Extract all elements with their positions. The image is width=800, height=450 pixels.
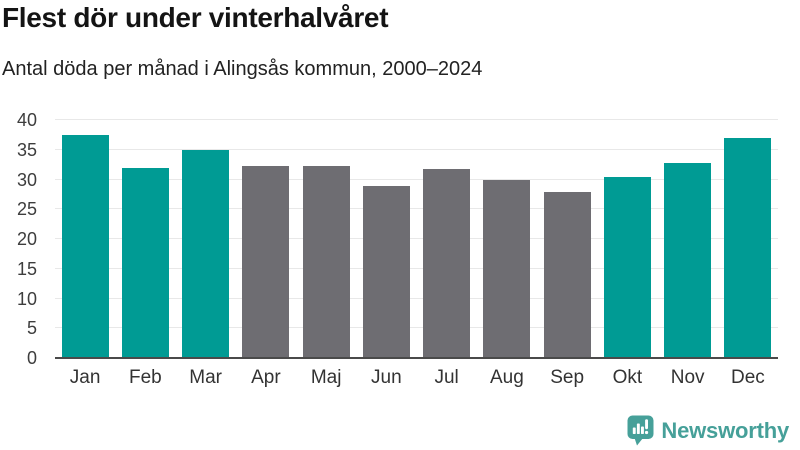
y-tick-label-30: 30 (16, 169, 37, 190)
gridline-40 (55, 119, 778, 120)
bar-slot-mar (176, 120, 236, 358)
y-tick-label-40: 40 (16, 110, 37, 130)
bar-slot-jul (417, 120, 477, 358)
bar-jul (423, 168, 471, 358)
bar-slot-nov (658, 120, 718, 358)
bar-slot-maj (296, 120, 356, 358)
bar-jan (61, 135, 109, 358)
bar-slot-okt (597, 120, 657, 358)
bar-feb (121, 167, 169, 358)
x-tick-label-dec: Dec (730, 367, 765, 388)
x-tick-label-feb: Feb (129, 367, 162, 388)
x-axis: Jan Feb Mar Apr Maj Jun Jul Aug Sep Okt Nov Dec (55, 367, 778, 389)
x-tick-label-okt: Okt (612, 367, 643, 388)
bar-okt (603, 176, 651, 358)
bar-aug (483, 179, 531, 358)
x-tick-label-sep: Sep (550, 367, 585, 388)
gridline-15 (55, 267, 778, 269)
y-axis: 0 5 10 15 20 25 30 35 40 (0, 111, 47, 367)
y-tick-label-5: 5 (26, 318, 37, 339)
bar-apr (242, 166, 290, 358)
x-tick-label-jun: Jun (371, 367, 402, 388)
newsworthy-logo: Newsworthy (627, 415, 789, 446)
x-tick-label-jul: Jul (434, 367, 459, 388)
y-tick-label-25: 25 (16, 199, 37, 220)
bar-slot-jan (55, 120, 115, 358)
y-tick-label-15: 15 (16, 258, 37, 279)
bar-nov (664, 163, 712, 358)
x-tick-label-aug: Aug (489, 367, 524, 388)
y-tick-label-35: 35 (16, 139, 37, 160)
bar-jun (362, 186, 410, 358)
x-tick-label-apr: Apr (251, 367, 281, 388)
bar-slot-sep (537, 120, 597, 358)
bar-slot-feb (115, 120, 175, 358)
x-tick-label-jan: Jan (69, 367, 101, 388)
x-tick-label-nov: Nov (670, 367, 705, 388)
bar-slot-dec (718, 120, 778, 358)
gridline-25 (55, 208, 778, 210)
newsworthy-logo-text: Newsworthy (661, 417, 789, 443)
newsworthy-logo-icon (627, 415, 654, 446)
gridline-35 (55, 148, 778, 150)
chart-title: Flest dör under vinterhalvåret (2, 2, 389, 33)
bar-dec (724, 138, 772, 358)
x-axis-line (55, 357, 778, 359)
bar-slot-jun (356, 120, 416, 358)
gridline-10 (55, 297, 778, 299)
x-tick-label-maj: Maj (310, 367, 342, 388)
bar-slot-aug (477, 120, 537, 358)
gridline-5 (55, 327, 778, 329)
x-tick-label-mar: Mar (189, 367, 222, 388)
bar-sep (543, 192, 591, 358)
bar-mar (182, 149, 230, 358)
y-tick-label-10: 10 (16, 288, 37, 309)
y-tick-label-0: 0 (26, 348, 37, 368)
bar-slot-apr (236, 120, 296, 358)
gridline-20 (55, 238, 778, 239)
bar-maj (302, 166, 350, 358)
plot-area (55, 119, 778, 359)
chart-subtitle: Antal döda per månad i Alingsås kommun, … (2, 58, 483, 80)
gridline-30 (55, 178, 778, 180)
y-tick-label-20: 20 (16, 229, 37, 249)
bars-group (55, 120, 778, 358)
